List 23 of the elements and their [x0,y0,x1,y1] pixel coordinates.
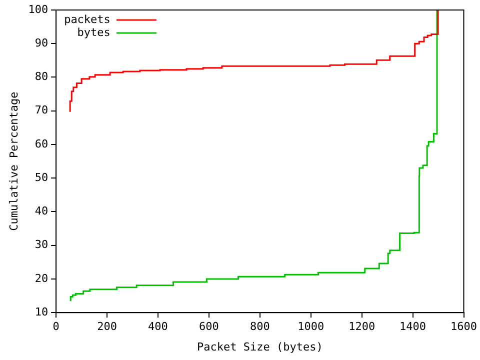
x-tick-label: 200 [97,320,117,334]
x-tick-label: 1200 [348,320,376,334]
y-tick-label: 10 [34,305,48,318]
y-tick-label: 30 [34,238,48,252]
y-tick-label: 50 [34,170,48,184]
y-tick-label: 100 [28,2,48,16]
legend-label: bytes [77,26,110,39]
x-tick-label: 0 [52,320,60,334]
y-tick-label: 60 [34,137,48,150]
y-tick-label: 80 [34,70,48,84]
x-tick-label: 800 [250,320,270,334]
y-axis-title: Cumulative Percentage [7,92,20,231]
y-tick-label: 90 [34,36,48,50]
y-tick-label: 70 [34,104,48,117]
y-tick-label: 20 [34,272,48,285]
x-tick-label: 400 [148,320,168,334]
x-tick-label: 600 [199,320,219,334]
y-tick-label: 40 [34,204,48,218]
legend-label: packets [64,12,110,26]
x-axis-title: Packet Size (bytes) [196,340,323,354]
x-tick-label: 1600 [450,320,478,334]
x-tick-label: 1000 [298,320,324,334]
x-tick-label: 1400 [400,320,426,334]
